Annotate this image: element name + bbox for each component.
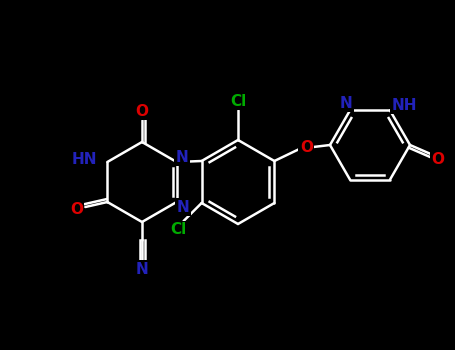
Text: HN: HN	[72, 153, 97, 168]
Text: Cl: Cl	[230, 93, 246, 108]
Text: O: O	[300, 140, 313, 154]
Text: O: O	[136, 104, 148, 119]
Text: N: N	[176, 199, 189, 215]
Text: NH: NH	[391, 98, 417, 113]
Text: N: N	[136, 261, 148, 276]
Text: N: N	[339, 96, 352, 111]
Text: N: N	[175, 149, 188, 164]
Text: O: O	[70, 203, 83, 217]
Text: Cl: Cl	[171, 223, 187, 238]
Text: O: O	[431, 153, 445, 168]
